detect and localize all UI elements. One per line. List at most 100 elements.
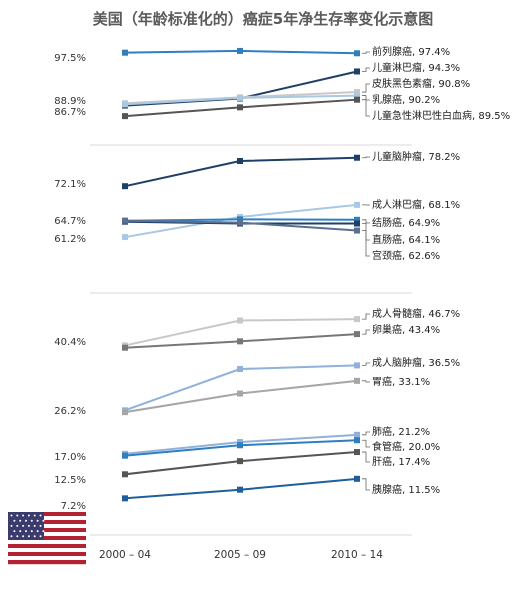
data-point	[122, 101, 128, 108]
data-point	[237, 47, 243, 54]
series-end-label: 成人淋巴瘤, 68.1%	[372, 198, 460, 211]
series-end-label: 儿童淋巴瘤, 94.3%	[372, 61, 460, 74]
data-point	[122, 452, 128, 459]
flag-stripe	[8, 520, 86, 525]
data-point	[237, 216, 243, 223]
y-tick-label: 17.0%	[54, 452, 86, 463]
data-point	[354, 220, 360, 227]
data-point	[237, 442, 243, 449]
data-point	[237, 94, 243, 101]
flag-star	[27, 514, 30, 517]
series-end-label: 胃癌, 33.1%	[372, 375, 430, 388]
flag-star	[42, 519, 45, 522]
data-point	[237, 366, 243, 373]
flag-star	[16, 535, 19, 538]
us-flag-icon	[8, 512, 86, 565]
series-end-label: 肺癌, 21.2%	[372, 425, 430, 438]
series-line	[124, 364, 358, 412]
flag-star	[33, 524, 36, 527]
data-point	[354, 154, 360, 161]
data-point	[237, 439, 243, 446]
flag-star	[19, 519, 22, 522]
data-point	[354, 331, 360, 338]
data-point	[122, 409, 128, 416]
data-point	[354, 437, 360, 444]
y-tick-label: 7.2%	[61, 501, 86, 512]
label-leader	[362, 380, 370, 383]
series-end-label: 皮肤黑色素瘤, 90.8%	[372, 77, 470, 90]
y-tick-label: 97.5%	[54, 53, 86, 64]
flag-star	[33, 535, 36, 538]
series-layer	[122, 47, 360, 502]
data-point	[237, 458, 243, 465]
flag-star	[30, 530, 33, 533]
flag-star	[10, 535, 13, 538]
flag-star	[25, 519, 27, 522]
data-point	[354, 201, 360, 208]
label-leader	[362, 99, 370, 117]
flag-stripe	[8, 532, 86, 537]
series-end-label: 前列腺癌, 97.4%	[372, 45, 450, 58]
label-leader	[362, 329, 370, 335]
label-leader	[362, 313, 370, 320]
flag-star	[13, 530, 16, 533]
series-end-label: 儿童急性淋巴性白血病, 89.5%	[372, 109, 510, 122]
data-point	[354, 475, 360, 482]
flag-stripe	[8, 516, 86, 521]
data-point	[354, 92, 360, 99]
data-point	[122, 344, 128, 351]
data-point	[122, 217, 128, 224]
x-tick-label: 2010 – 14	[331, 549, 383, 561]
label-leader	[362, 95, 370, 101]
flag-stripe	[8, 524, 86, 529]
flag-star	[16, 524, 19, 527]
flag-star	[10, 524, 13, 527]
series-end-label: 宫颈癌, 62.6%	[372, 249, 440, 262]
flag-stripe	[8, 528, 86, 533]
label-leader	[362, 51, 370, 54]
label-leader	[362, 230, 370, 257]
data-point	[354, 96, 360, 103]
label-leader	[362, 362, 370, 366]
flag-star	[16, 514, 19, 517]
y-tick-label: 26.2%	[54, 406, 86, 417]
label-leader	[362, 439, 370, 448]
flag-star	[27, 535, 30, 538]
y-tick-label: 40.4%	[54, 337, 86, 348]
data-point	[354, 449, 360, 456]
label-leader	[362, 431, 370, 436]
series-end-label: 肝癌, 17.4%	[372, 455, 430, 468]
series-end-label: 成人骨髓瘤, 46.7%	[372, 307, 460, 320]
data-point	[237, 219, 243, 226]
y-tick-label: 12.5%	[54, 475, 86, 486]
flag-star	[39, 535, 42, 538]
flag-stripe	[8, 560, 86, 565]
series-end-label: 胰腺癌, 11.5%	[372, 483, 440, 496]
y-tick-label: 86.7%	[54, 107, 86, 118]
flag-star	[10, 514, 13, 517]
flag-stripe	[8, 540, 86, 545]
data-point	[237, 338, 243, 345]
data-point	[237, 104, 243, 111]
flag-star	[33, 514, 36, 517]
label-layer: 前列腺癌, 97.4% 儿童淋巴瘤, 94.3% 皮肤黑色素瘤, 90.8% 乳腺癌,…	[362, 45, 510, 496]
flag-star	[36, 530, 39, 533]
data-point	[354, 227, 360, 234]
flag-stripe	[8, 544, 86, 549]
flag-star	[27, 524, 30, 527]
flag-star	[39, 524, 42, 527]
series-end-label: 成人脑肿瘤, 36.5%	[372, 356, 460, 369]
flag-stripe	[8, 548, 86, 553]
data-point	[237, 158, 243, 164]
data-point	[354, 377, 360, 384]
y-tick-label: 72.1%	[54, 179, 86, 190]
label-leader	[362, 156, 370, 159]
series-end-label: 食管癌, 20.0%	[372, 440, 440, 453]
flag-star	[30, 519, 33, 522]
data-point	[354, 89, 360, 96]
x-tick-label: 2000 – 04	[99, 549, 151, 561]
data-point	[237, 486, 243, 493]
flag-stripe	[8, 536, 86, 541]
flag-star	[22, 535, 25, 538]
y-tick-label: 64.7%	[54, 216, 86, 227]
